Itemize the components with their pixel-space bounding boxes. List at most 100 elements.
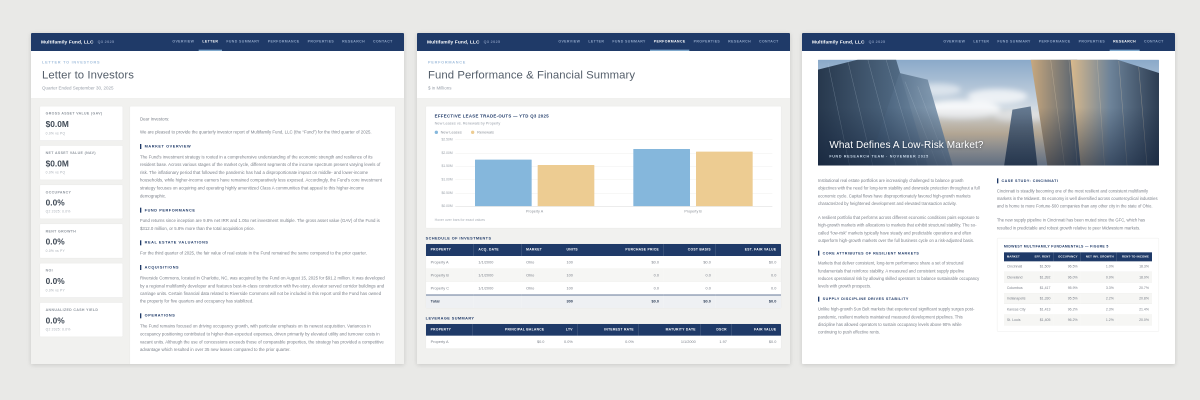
stat-subtext: 0.0% vs PQ xyxy=(45,131,66,136)
table-cell: 18.3% xyxy=(1116,261,1152,273)
nav-item-overview[interactable]: OVERVIEW xyxy=(558,39,581,44)
stat-value: 0.0% xyxy=(45,237,65,247)
legend-item: New Leases xyxy=(434,130,462,134)
article-paragraph: A resilient portfolio that performs acro… xyxy=(817,215,980,243)
brand[interactable]: Multifamily Fund, LLC Q3 2025 xyxy=(812,33,885,51)
schedule-of-investments-table: PROPERTY ACQ. DATE MARKET UNITS PURCHASE PRI… xyxy=(425,243,781,308)
table-cell xyxy=(473,294,522,308)
table-cell: Ohio xyxy=(521,255,562,269)
table-cell: 100 xyxy=(561,255,595,269)
section-heading-text: CASE STUDY: CINCINNATI xyxy=(1001,178,1059,183)
bar-new-leases[interactable] xyxy=(633,148,691,207)
chart-footnote: Hover over bars for exact values xyxy=(434,217,486,222)
table-cell: 95.9% xyxy=(1053,282,1081,294)
y-axis-tick: $2.50M xyxy=(441,137,453,142)
section-heading: ACQUISITIONS xyxy=(139,265,385,271)
bar-renewals[interactable] xyxy=(537,164,595,207)
column-header: RENT-TO-INCOME xyxy=(1116,252,1152,262)
legend-item: Renewals xyxy=(471,130,494,134)
column-header: FAIR VALUE xyxy=(731,323,781,336)
section-paragraph: The Fund remains focused on driving occu… xyxy=(139,323,384,353)
stat-label: ANNUALIZED CASH YIELD xyxy=(45,307,99,312)
column-header: NET INV. GROWTH xyxy=(1080,252,1117,262)
nav-item-performance[interactable]: PERFORMANCE xyxy=(267,39,300,44)
table-header-row: PROPERTY PRINCIPAL BALANCE LTV INTEREST RAT… xyxy=(425,323,781,336)
skyscrapers-photo xyxy=(817,59,1159,166)
table-header-row: PROPERTY ACQ. DATE MARKET UNITS PURCHASE PRI… xyxy=(425,243,781,256)
letter-intro: We are pleased to provide the quarterly … xyxy=(139,129,372,135)
y-axis-tick: $0.50M xyxy=(441,191,453,195)
column-header: LTV xyxy=(549,323,578,336)
bar-chart-plot: $2.50M $2.00M $1.50M $1.00M $0.50M $0.00M xyxy=(442,138,773,208)
midwest-fundamentals-table: MARKET EFF. RENT OCCUPANCY NET INV. GROWTH R… xyxy=(1003,252,1152,326)
lease-tradeouts-chart-card: EFFECTIVE LEASE TRADE-OUTS — YTD Q3 2025… xyxy=(425,105,782,229)
brand-quarter: Q3 2025 xyxy=(868,39,886,44)
section-heading: SUPPLY DISCIPLINE DRIVES STABILITY xyxy=(817,296,980,302)
table-cell: Cincinnati xyxy=(1003,261,1031,273)
nav-item-letter[interactable]: LETTER xyxy=(198,33,223,51)
table-row: Indianapolis $1,330 95.5% 2.2% 20.8% xyxy=(1003,293,1152,305)
nav-item-overview[interactable]: OVERVIEW xyxy=(172,39,195,44)
table-cell: Kansas City xyxy=(1003,303,1031,315)
table-cell: Ohio xyxy=(521,281,562,295)
nav-item-contact[interactable]: CONTACT xyxy=(373,39,393,44)
table-cell: 100 xyxy=(561,281,595,295)
schedule-table-label: SCHEDULE OF INVESTMENTS xyxy=(425,236,492,241)
case-study-section: CASE STUDY: CINCINNATI Cincinnati is stea… xyxy=(996,178,1159,232)
bar-renewals[interactable] xyxy=(696,151,753,207)
table-cell: 0.0 xyxy=(663,281,716,295)
table-cell: Columbus xyxy=(1003,282,1031,294)
brand[interactable]: Multifamily Fund, LLC Q3 2025 xyxy=(41,33,114,51)
nav-item-overview[interactable]: OVERVIEW xyxy=(943,39,966,44)
nav-item-research[interactable]: RESEARCH xyxy=(728,39,752,44)
nav-item-contact[interactable]: CONTACT xyxy=(759,39,779,44)
stat-label: RENT GROWTH xyxy=(45,229,77,234)
stat-value: $0.0M xyxy=(45,119,69,129)
stat-value: 0.0% xyxy=(45,315,65,326)
letter-body-card: Dear Investors: We are pleased to provid… xyxy=(129,105,396,364)
nav-item-letter[interactable]: LETTER xyxy=(973,39,990,44)
table-cell: 96.0% xyxy=(1053,271,1081,283)
section-paragraph: Fund returns since inception are 9.8% ne… xyxy=(139,218,380,231)
nav-item-letter[interactable]: LETTER xyxy=(588,39,605,44)
section-heading-bar xyxy=(817,296,820,302)
y-axis-tick: $1.00M xyxy=(441,177,453,182)
table-cell: Cleveland xyxy=(1003,271,1031,283)
chart-legend: New Leases Renewals xyxy=(434,130,773,134)
section-heading: FUND PERFORMANCE xyxy=(139,207,385,213)
table-cell: Property A xyxy=(425,255,474,269)
nav-item-research[interactable]: RESEARCH xyxy=(1109,33,1140,51)
nav-item-properties[interactable]: PROPERTIES xyxy=(1078,39,1106,44)
column-header: ACQ. DATE xyxy=(473,243,522,256)
table-cell: 2.2% xyxy=(1080,293,1117,305)
nav-item-research[interactable]: RESEARCH xyxy=(342,39,366,44)
bar-new-leases[interactable] xyxy=(474,159,532,207)
table-row: Cincinnati $1,509 96.5% 1.0% 18.3% xyxy=(1003,261,1152,273)
chart-subtitle: New Leases vs. Renewals by Property xyxy=(434,121,501,126)
nav-item-contact[interactable]: CONTACT xyxy=(1144,39,1164,44)
nav-item-fund-summary[interactable]: FUND SUMMARY xyxy=(226,39,260,44)
nav-item-properties[interactable]: PROPERTIES xyxy=(307,39,335,44)
letter-salutation: Dear Investors: xyxy=(139,116,170,122)
hero-image: What Defines A Low-Risk Market? FUND RES… xyxy=(817,59,1159,166)
brand[interactable]: Multifamily Fund, LLC Q3 2025 xyxy=(427,33,500,51)
article-left-column: Institutional real estate portfolios are… xyxy=(817,177,980,342)
table-cell: St. Louis xyxy=(1003,314,1031,326)
table-cell: 1/1/2000 xyxy=(473,281,522,295)
table-header-row: MARKET EFF. RENT OCCUPANCY NET INV. GROWTH R… xyxy=(1003,252,1152,262)
stats-sidebar: GROSS ASSET VALUE (GAV) $0.0M 0.0% vs PQ NE… xyxy=(39,105,123,337)
nav-item-fund-summary[interactable]: FUND SUMMARY xyxy=(997,39,1031,44)
top-nav: Multifamily Fund, LLC Q3 2025 OVERVIEW LE… xyxy=(417,33,790,51)
table-cell: $0.0 xyxy=(472,335,550,349)
nav-item-properties[interactable]: PROPERTIES xyxy=(693,39,721,44)
section-paragraph: For the third quarter of 2025, the fair … xyxy=(139,250,367,256)
table-cell: Ohio xyxy=(521,268,562,282)
section-heading-text: OPERATIONS xyxy=(144,313,176,318)
table-cell: 100 xyxy=(561,268,595,282)
table-cell: 0.9% xyxy=(1080,271,1117,283)
nav-item-performance[interactable]: PERFORMANCE xyxy=(650,33,690,51)
nav-item-performance[interactable]: PERFORMANCE xyxy=(1038,39,1071,44)
nav-item-fund-summary[interactable]: FUND SUMMARY xyxy=(612,39,646,44)
stat-subtext: Q2 2025: 0.0% xyxy=(45,327,71,332)
column-header: EFF. RENT xyxy=(1030,252,1054,262)
